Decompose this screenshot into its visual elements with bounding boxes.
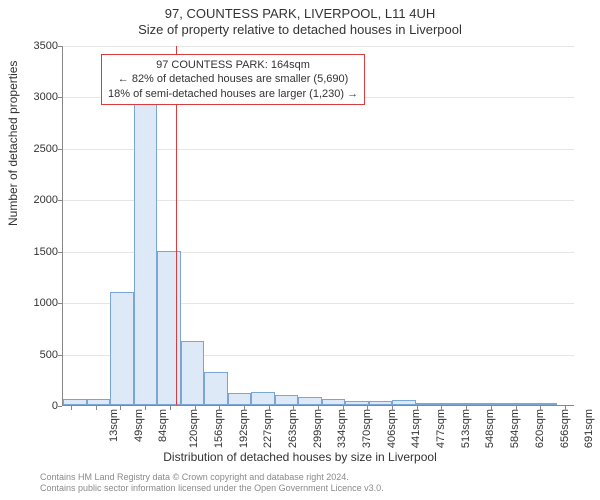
histogram-bar bbox=[63, 399, 87, 405]
histogram-bar bbox=[110, 292, 134, 405]
x-tick-label: 370sqm bbox=[361, 409, 373, 448]
x-tick-label: 227sqm bbox=[262, 409, 274, 448]
x-tick-mark bbox=[565, 406, 566, 410]
y-tick-label: 1000 bbox=[20, 297, 58, 309]
credits: Contains HM Land Registry data © Crown c… bbox=[40, 472, 384, 494]
x-tick-mark bbox=[343, 406, 344, 410]
annotation-box: 97 COUNTESS PARK: 164sqm← 82% of detache… bbox=[101, 54, 365, 105]
annotation-line: 97 COUNTESS PARK: 164sqm bbox=[108, 58, 358, 72]
x-tick-mark bbox=[71, 406, 72, 410]
x-axis-title: Distribution of detached houses by size … bbox=[0, 450, 600, 464]
x-tick-mark bbox=[392, 406, 393, 410]
histogram-bar bbox=[345, 401, 369, 405]
histogram-bar bbox=[392, 400, 416, 405]
x-tick-label: 441sqm bbox=[410, 409, 422, 448]
y-tick-label: 0 bbox=[20, 400, 58, 412]
y-tick-mark bbox=[58, 355, 62, 356]
x-tick-mark bbox=[195, 406, 196, 410]
x-tick-label: 192sqm bbox=[238, 409, 250, 448]
histogram-bar bbox=[134, 91, 158, 405]
x-tick-label: 13sqm bbox=[108, 409, 120, 442]
histogram-bar bbox=[87, 399, 111, 405]
x-tick-mark bbox=[96, 406, 97, 410]
x-tick-mark bbox=[269, 406, 270, 410]
x-tick-label: 263sqm bbox=[287, 409, 299, 448]
histogram-bar bbox=[204, 372, 228, 405]
histogram-bar bbox=[533, 403, 557, 405]
histogram-bar bbox=[510, 403, 534, 405]
x-tick-label: 406sqm bbox=[386, 409, 398, 448]
x-tick-label: 477sqm bbox=[435, 409, 447, 448]
x-tick-label: 584sqm bbox=[509, 409, 521, 448]
histogram-bar bbox=[298, 397, 322, 405]
histogram-bar bbox=[439, 403, 463, 405]
x-tick-label: 299sqm bbox=[312, 409, 324, 448]
credits-line-1: Contains HM Land Registry data © Crown c… bbox=[40, 472, 384, 483]
annotation-line: 18% of semi-detached houses are larger (… bbox=[108, 87, 358, 101]
x-tick-label: 84sqm bbox=[157, 409, 169, 442]
x-tick-mark bbox=[441, 406, 442, 410]
x-tick-mark bbox=[219, 406, 220, 410]
y-tick-label: 500 bbox=[20, 349, 58, 361]
x-tick-mark bbox=[170, 406, 171, 410]
y-tick-mark bbox=[58, 149, 62, 150]
address-line: 97, COUNTESS PARK, LIVERPOOL, L11 4UH bbox=[0, 6, 600, 22]
x-tick-mark bbox=[516, 406, 517, 410]
credits-line-2: Contains public sector information licen… bbox=[40, 483, 384, 494]
y-axis-title: Number of detached properties bbox=[6, 61, 20, 226]
x-tick-label: 49sqm bbox=[133, 409, 145, 442]
x-tick-mark bbox=[491, 406, 492, 410]
y-tick-label: 3000 bbox=[20, 91, 58, 103]
x-tick-mark bbox=[318, 406, 319, 410]
gridline bbox=[63, 46, 574, 47]
histogram-bar bbox=[181, 341, 205, 405]
y-tick-mark bbox=[58, 46, 62, 47]
annotation-line: ← 82% of detached houses are smaller (5,… bbox=[108, 72, 358, 86]
y-tick-mark bbox=[58, 252, 62, 253]
x-tick-label: 656sqm bbox=[559, 409, 571, 448]
histogram-chart: 97 COUNTESS PARK: 164sqm← 82% of detache… bbox=[62, 46, 574, 406]
histogram-bar bbox=[322, 399, 346, 405]
x-tick-label: 620sqm bbox=[534, 409, 546, 448]
x-tick-mark bbox=[293, 406, 294, 410]
y-tick-mark bbox=[58, 200, 62, 201]
histogram-bar bbox=[463, 403, 487, 405]
y-tick-label: 1500 bbox=[20, 246, 58, 258]
x-tick-label: 548sqm bbox=[484, 409, 496, 448]
y-tick-label: 3500 bbox=[20, 40, 58, 52]
x-tick-mark bbox=[145, 406, 146, 410]
y-axis-ticks: 0500100015002000250030003500 bbox=[20, 46, 58, 406]
x-tick-mark bbox=[417, 406, 418, 410]
plot-area: 97 COUNTESS PARK: 164sqm← 82% of detache… bbox=[62, 46, 574, 406]
x-tick-label: 691sqm bbox=[583, 409, 595, 448]
y-tick-mark bbox=[58, 303, 62, 304]
histogram-bar bbox=[228, 393, 252, 405]
x-tick-label: 334sqm bbox=[336, 409, 348, 448]
x-tick-mark bbox=[466, 406, 467, 410]
x-tick-mark bbox=[244, 406, 245, 410]
histogram-bar bbox=[416, 403, 440, 405]
x-tick-mark bbox=[120, 406, 121, 410]
y-tick-label: 2000 bbox=[20, 194, 58, 206]
x-tick-label: 156sqm bbox=[213, 409, 225, 448]
subtitle-line: Size of property relative to detached ho… bbox=[0, 22, 600, 38]
histogram-bar bbox=[369, 401, 393, 405]
y-tick-mark bbox=[58, 97, 62, 98]
x-tick-mark bbox=[367, 406, 368, 410]
x-tick-label: 120sqm bbox=[188, 409, 200, 448]
histogram-bar bbox=[275, 395, 299, 405]
histogram-bar bbox=[486, 403, 510, 405]
chart-titles: 97, COUNTESS PARK, LIVERPOOL, L11 4UH Si… bbox=[0, 0, 600, 39]
x-tick-label: 513sqm bbox=[460, 409, 472, 448]
x-tick-mark bbox=[540, 406, 541, 410]
y-tick-label: 2500 bbox=[20, 143, 58, 155]
histogram-bar bbox=[251, 392, 275, 405]
